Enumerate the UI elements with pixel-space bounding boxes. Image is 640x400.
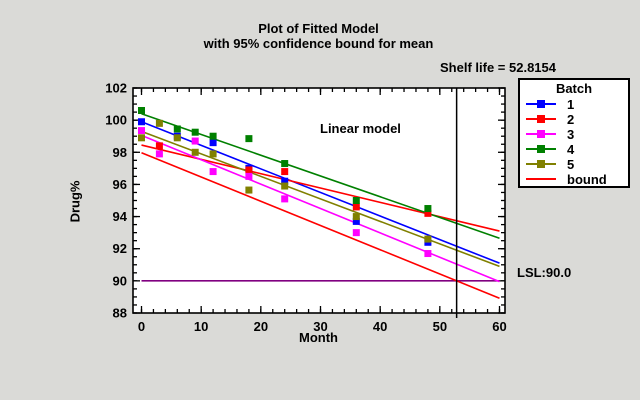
data-point-batch-1 bbox=[138, 118, 145, 126]
legend-entry-label: 1 bbox=[567, 96, 575, 112]
legend-entry-label: 2 bbox=[567, 111, 575, 127]
legend-entry-label: 5 bbox=[567, 156, 575, 172]
y-tick-label: 98 bbox=[113, 145, 127, 160]
fit-line-batch-5 bbox=[141, 130, 500, 268]
data-point-batch-3 bbox=[209, 168, 217, 176]
y-tick-label: 88 bbox=[113, 306, 127, 321]
data-point-batch-3 bbox=[424, 250, 432, 258]
data-point-batch-3 bbox=[155, 150, 163, 158]
data-point-batch-3 bbox=[245, 172, 253, 180]
x-tick-label: 50 bbox=[433, 319, 447, 334]
y-tick-label: 92 bbox=[113, 241, 127, 256]
fit-line-batch-4 bbox=[141, 112, 500, 240]
legend-entry-label: bound bbox=[567, 171, 607, 187]
y-tick-label: 100 bbox=[105, 113, 127, 128]
legend-entry-bound: bound bbox=[520, 172, 628, 187]
data-point-batch-1 bbox=[352, 217, 360, 225]
lsl-label: LSL:90.0 bbox=[517, 265, 572, 280]
data-point-batch-2 bbox=[155, 142, 163, 150]
x-tick-label: 40 bbox=[373, 319, 387, 334]
legend-swatch-icon bbox=[526, 130, 556, 139]
data-point-batch-2 bbox=[352, 203, 360, 211]
legend-swatch-icon bbox=[526, 115, 556, 124]
model-annotation: Linear model bbox=[320, 121, 401, 136]
x-tick-label: 60 bbox=[492, 319, 506, 334]
data-point-batch-5 bbox=[138, 134, 145, 142]
y-tick-label: 90 bbox=[113, 273, 127, 288]
data-point-batch-5 bbox=[281, 182, 289, 190]
x-axis-title: Month bbox=[299, 330, 338, 345]
legend-entry-1: 1 bbox=[520, 97, 628, 112]
legend-entry-label: 3 bbox=[567, 126, 575, 142]
y-tick-label: 102 bbox=[105, 81, 127, 96]
data-point-batch-4 bbox=[281, 160, 289, 168]
legend-entry-2: 2 bbox=[520, 112, 628, 127]
data-point-batch-3 bbox=[281, 195, 289, 203]
legend-title: Batch bbox=[555, 81, 593, 96]
data-point-batch-2 bbox=[424, 209, 432, 217]
data-point-batch-4 bbox=[138, 107, 145, 114]
x-tick-label: 30 bbox=[313, 319, 327, 334]
y-tick-label: 96 bbox=[113, 177, 127, 192]
legend-swatch-icon bbox=[526, 100, 556, 109]
legend-entry-3: 3 bbox=[520, 127, 628, 142]
x-tick-label: 10 bbox=[194, 319, 208, 334]
data-point-batch-5 bbox=[209, 150, 217, 158]
data-point-batch-2 bbox=[281, 168, 289, 176]
data-point-batch-5 bbox=[155, 119, 163, 127]
chart-subtitle: with 95% confidence bound for mean bbox=[203, 35, 434, 51]
data-point-batch-4 bbox=[424, 205, 432, 213]
data-point-batch-4 bbox=[352, 197, 360, 204]
fit-line-batch-3 bbox=[141, 134, 500, 283]
legend-entry-4: 4 bbox=[520, 142, 628, 157]
data-point-batch-1 bbox=[209, 139, 217, 147]
legend-swatch-icon bbox=[526, 178, 556, 181]
chart-title: Plot of Fitted Model bbox=[258, 21, 379, 36]
data-point-batch-4 bbox=[209, 132, 217, 140]
data-point-batch-4 bbox=[191, 128, 199, 136]
x-tick-label: 0 bbox=[138, 319, 145, 334]
shelf-life-label: Shelf life = 52.8154 bbox=[440, 60, 556, 75]
data-point-batch-3 bbox=[352, 229, 360, 237]
data-point-batch-5 bbox=[424, 235, 432, 243]
legend-swatch-icon bbox=[526, 160, 556, 169]
data-point-batch-5 bbox=[352, 213, 360, 221]
plot-area bbox=[132, 87, 506, 314]
legend: Batch 1 2 3 4 5 bound bbox=[518, 78, 630, 188]
data-point-batch-4 bbox=[245, 135, 253, 143]
y-tick-label: 94 bbox=[113, 209, 128, 224]
data-point-batch-2 bbox=[245, 166, 253, 174]
data-point-batch-3 bbox=[138, 127, 145, 135]
data-point-batch-5 bbox=[173, 134, 181, 142]
x-tick-label: 20 bbox=[254, 319, 268, 334]
legend-swatch-icon bbox=[526, 145, 556, 154]
data-point-batch-3 bbox=[191, 137, 199, 145]
confidence-bound-line bbox=[141, 152, 500, 299]
legend-entry-5: 5 bbox=[520, 157, 628, 172]
data-point-batch-5 bbox=[191, 148, 199, 156]
data-point-batch-1 bbox=[281, 177, 289, 185]
chart-title-block: Plot of Fitted Model with 95% confidence… bbox=[0, 21, 637, 52]
fit-line-batch-1 bbox=[141, 121, 500, 264]
data-point-batch-5 bbox=[245, 186, 253, 194]
y-axis-title: Drug% bbox=[67, 180, 83, 223]
data-point-batch-4 bbox=[173, 125, 181, 133]
legend-entry-label: 4 bbox=[567, 141, 575, 157]
